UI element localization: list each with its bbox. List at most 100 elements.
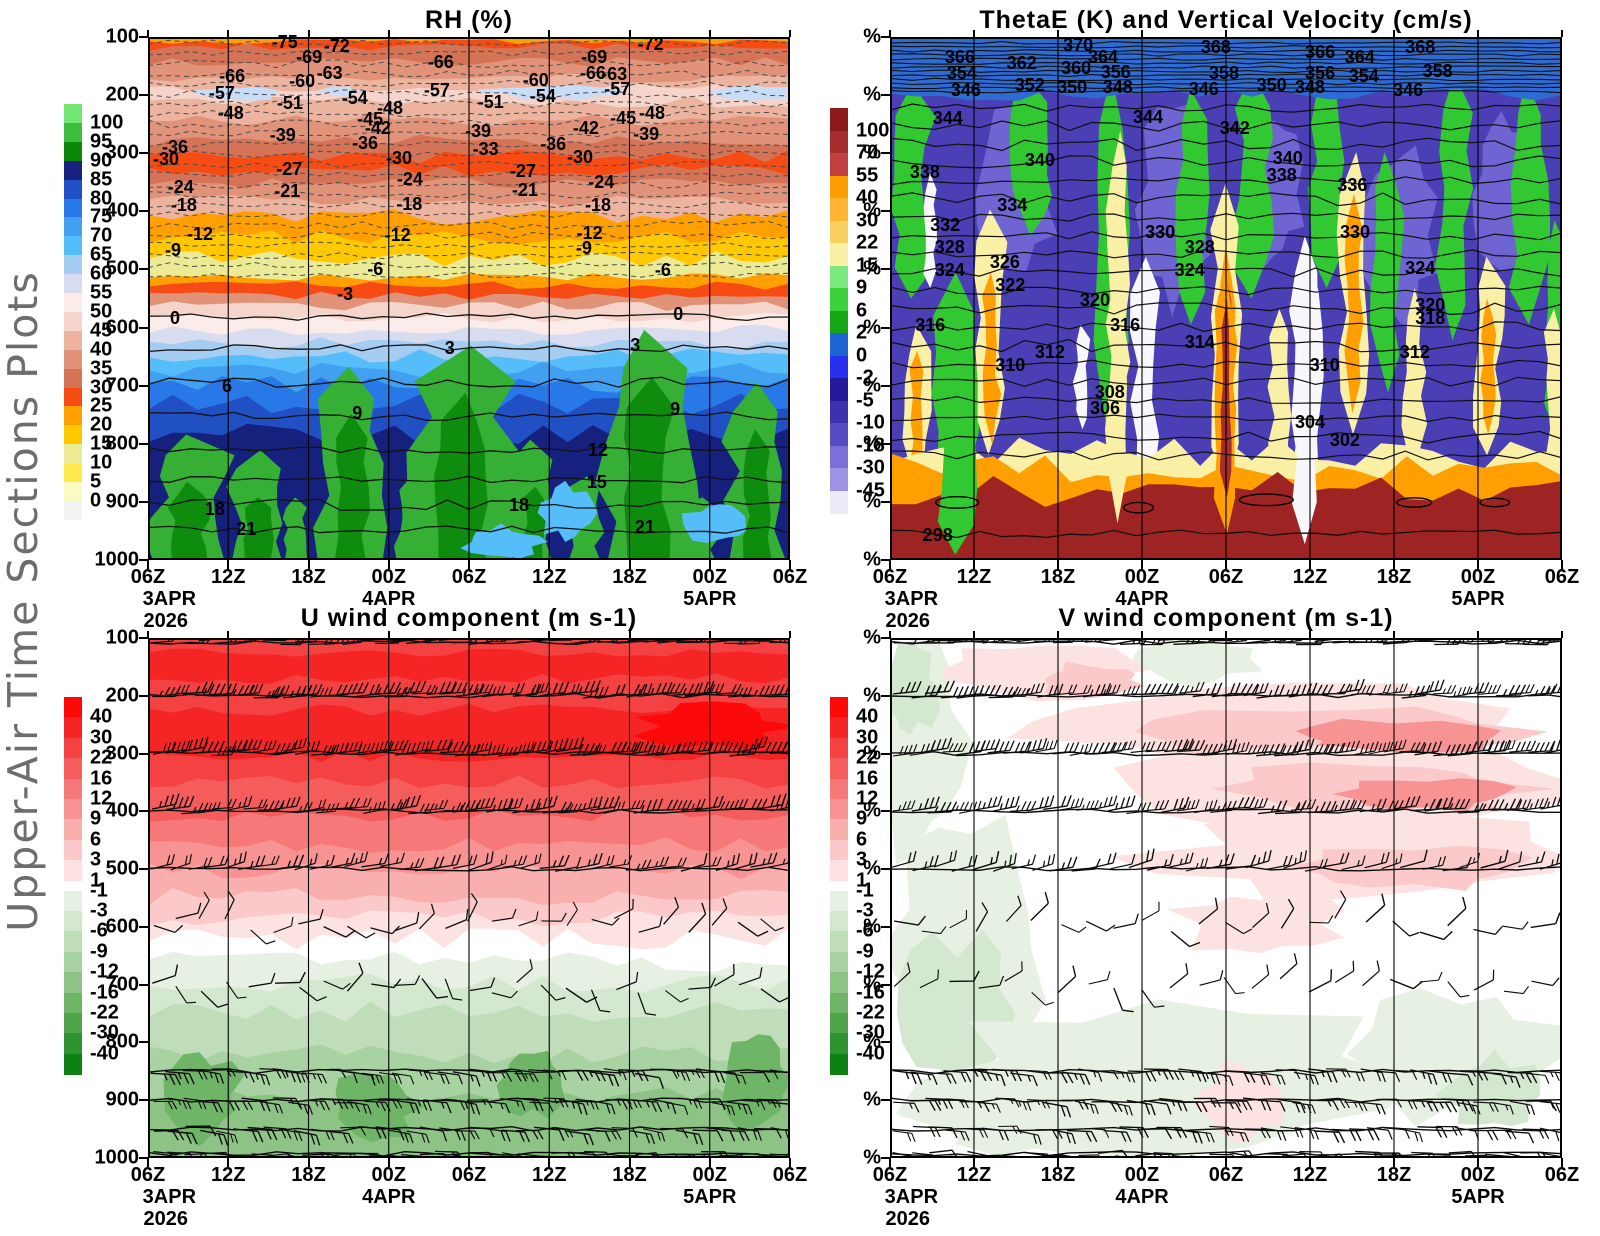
x-axis-tick xyxy=(227,1158,230,1167)
x-axis-top-tick xyxy=(227,631,230,638)
contour-label: 0 xyxy=(169,307,180,328)
x-date-label: 2026 xyxy=(143,1208,189,1230)
contour-label: 3 xyxy=(630,335,641,356)
y-tick-label: % xyxy=(863,25,881,48)
y-axis-tick xyxy=(139,637,148,639)
x-axis-top-tick xyxy=(1477,631,1479,638)
x-date-label: 3APR xyxy=(884,588,939,610)
colorbar-label: 100 xyxy=(90,111,124,134)
contour-label: -12 xyxy=(576,223,603,244)
x-axis-top-tick xyxy=(147,631,149,638)
x-tick-label: 06Z xyxy=(872,566,908,588)
colorbar-swatch xyxy=(64,387,82,407)
chart-title-u-wind: U wind component (m s-1) xyxy=(300,604,638,632)
plot-area-rh xyxy=(148,37,790,560)
contour-label: 346 xyxy=(1393,79,1424,100)
contour-label: 9 xyxy=(670,399,681,420)
contour-label: -27 xyxy=(509,161,536,182)
colorbar-label: -30 xyxy=(90,1021,119,1044)
x-axis-tick xyxy=(1309,1158,1311,1167)
y-axis-tick xyxy=(881,868,890,871)
x-axis-tick xyxy=(1141,560,1143,569)
x-axis-tick xyxy=(789,1158,791,1167)
contour-label: -30 xyxy=(567,147,594,168)
contour-label: -6 xyxy=(654,260,671,281)
contour-label: -63 xyxy=(316,63,343,84)
x-axis-top-tick xyxy=(1057,631,1059,638)
y-axis-tick xyxy=(881,442,890,445)
colorbar-label: 16 xyxy=(90,767,113,790)
x-date-label: 5APR xyxy=(1451,588,1505,610)
y-tick-label: 200 xyxy=(105,83,139,106)
contour-label: 324 xyxy=(1405,258,1436,279)
x-tick-label: 06Z xyxy=(451,1164,487,1186)
contour-label: -75 xyxy=(271,32,298,53)
colorbar-swatch xyxy=(830,890,848,912)
contour-label: -45 xyxy=(610,107,637,128)
colorbar-label: 45 xyxy=(90,319,113,342)
x-tick-label: 12Z xyxy=(956,1164,992,1186)
colorbar-label: 40 xyxy=(90,705,113,728)
contour-label: 342 xyxy=(1219,118,1250,138)
x-date-label: 4APR xyxy=(1115,1186,1169,1208)
colorbar-label: 15 xyxy=(856,254,879,276)
x-axis-tick xyxy=(1477,560,1479,569)
colorbar-label: 85 xyxy=(90,168,113,191)
colorbar-swatch xyxy=(64,482,82,502)
colorbar-label: -16 xyxy=(90,981,119,1004)
colorbar-label: 20 xyxy=(90,413,113,436)
colorbar-swatch xyxy=(64,737,82,759)
y-axis-tick xyxy=(139,36,148,38)
y-axis-tick xyxy=(881,326,890,329)
x-axis-top-tick xyxy=(307,631,310,638)
colorbar-label: 1 xyxy=(856,869,868,892)
colorbar-label: -6 xyxy=(90,919,108,942)
colorbar-swatch xyxy=(64,444,82,464)
colorbar-label: -12 xyxy=(856,960,885,983)
contour-label: 6 xyxy=(221,376,232,397)
colorbar-label: -30 xyxy=(856,456,885,479)
x-axis-tick xyxy=(468,560,470,569)
colorbar-swatch xyxy=(64,217,82,237)
contour-label: -39 xyxy=(464,121,491,142)
contour-label: -36 xyxy=(540,134,567,155)
contour-label: 340 xyxy=(1272,147,1303,168)
contour-label: 330 xyxy=(1339,222,1371,243)
contour-label: 328 xyxy=(1184,237,1215,258)
x-tick-label: 12Z xyxy=(532,566,567,588)
colorbar-swatch xyxy=(830,198,848,222)
colorbar-swatch xyxy=(64,911,82,932)
colorbar-label: -3 xyxy=(856,899,874,922)
contour-label: -54 xyxy=(529,85,556,106)
x-axis-tick xyxy=(628,560,631,569)
x-tick-label: 06Z xyxy=(1544,566,1580,588)
contour-label: -36 xyxy=(161,136,188,157)
y-axis-tick xyxy=(881,36,890,38)
page-side-title: Upper-Air Time Sections Plots xyxy=(0,270,47,932)
colorbar-label: -40 xyxy=(856,1042,885,1065)
x-axis-tick xyxy=(1309,560,1311,569)
contour-label: -21 xyxy=(511,180,538,201)
x-tick-label: 18Z xyxy=(1040,566,1076,588)
colorbar-swatch xyxy=(830,1033,848,1055)
colorbar-swatch xyxy=(64,1033,82,1055)
colorbar-swatch xyxy=(830,697,848,718)
contour-label: 326 xyxy=(989,251,1020,272)
contour-label: 368 xyxy=(1200,37,1231,58)
colorbar-swatch xyxy=(64,500,82,521)
x-axis-top-tick xyxy=(1141,631,1143,638)
contour-label: 352 xyxy=(1014,75,1045,96)
x-date-label: 4APR xyxy=(362,588,416,610)
colorbar-label: 95 xyxy=(90,130,113,153)
x-tick-label: 06Z xyxy=(451,566,487,588)
colorbar-swatch xyxy=(64,951,82,973)
colorbar-label: 6 xyxy=(856,299,868,321)
x-axis-tick xyxy=(1477,1158,1479,1167)
colorbar-label: -45 xyxy=(856,479,885,501)
y-tick-label: 500 xyxy=(105,857,139,880)
contour-label: -27 xyxy=(276,159,303,180)
y-axis-tick xyxy=(881,983,890,986)
colorbar-swatch xyxy=(64,141,82,162)
y-tick-label: 200 xyxy=(105,684,139,707)
contour-label: 346 xyxy=(1188,78,1219,99)
